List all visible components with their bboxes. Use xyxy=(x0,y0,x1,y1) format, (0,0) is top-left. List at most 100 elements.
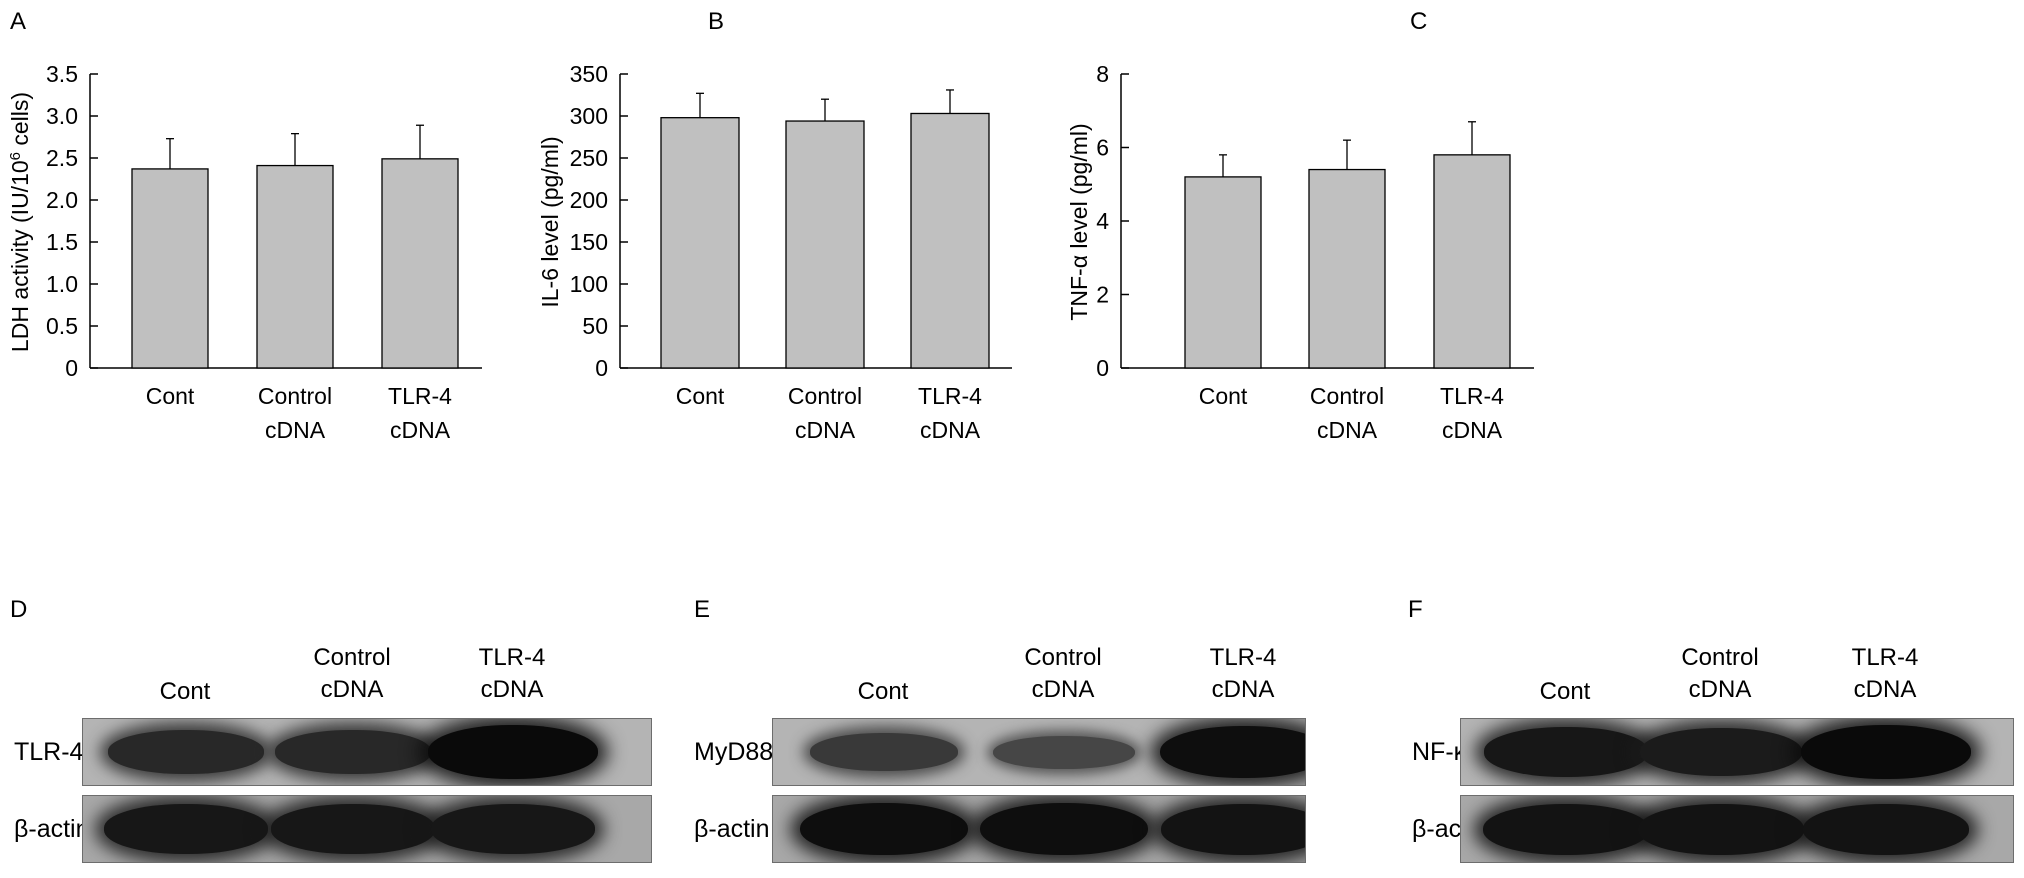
x-tick-label: Control xyxy=(788,383,862,409)
x-tick-label: Cont xyxy=(676,383,725,409)
y-tick-label: 50 xyxy=(582,313,608,339)
lane-label: TLR-4 cDNA xyxy=(1805,642,1965,706)
blot-row-label: β-actin xyxy=(14,815,90,843)
blot-band xyxy=(428,725,598,779)
lane-label-line: cDNA xyxy=(320,676,384,703)
blot-band xyxy=(993,735,1135,769)
plot-area: 0 0.5 1.0 1.5 2.0 2.5 3.0 3.5 Cont Control cDNA TLR… xyxy=(7,61,482,443)
y-tick-label: 0 xyxy=(65,355,78,381)
x-tick-label: cDNA xyxy=(265,417,326,443)
blot-strip xyxy=(1460,795,2014,863)
y-tick-label: 250 xyxy=(570,145,608,171)
lane-label-line: cDNA xyxy=(1688,676,1752,703)
y-axis-label: TNF-α level (pg/ml) xyxy=(1066,123,1092,320)
y-tick-label: 4 xyxy=(1096,208,1109,234)
y-tick-label: 2.0 xyxy=(46,187,78,213)
blot-band xyxy=(980,802,1148,856)
blot-strip xyxy=(1460,718,2014,786)
bar xyxy=(381,158,459,369)
bar xyxy=(256,164,334,369)
blot-row-label: MyD88 xyxy=(694,738,774,766)
lane-label-line: cDNA xyxy=(480,676,544,703)
y-axis-label: LDH activity (IU/106 cells) xyxy=(7,92,34,352)
panel-letter-b: B xyxy=(708,8,725,35)
x-tick-label: cDNA xyxy=(390,417,451,443)
lane-label-line: cDNA xyxy=(1853,676,1917,703)
blot-band xyxy=(1484,727,1648,777)
x-tick-label: cDNA xyxy=(920,417,981,443)
blot-band xyxy=(275,730,431,774)
blot-row-label: TLR-4 xyxy=(14,738,84,766)
lane-label: Control cDNA xyxy=(983,642,1143,706)
lane-label-line: Control xyxy=(1681,644,1759,671)
lane-label: Cont xyxy=(1485,676,1645,708)
y-tick-label: 1.0 xyxy=(46,271,78,297)
blot-strip xyxy=(82,718,652,786)
bar-chart-ldh: 0 0.5 1.0 1.5 2.0 2.5 3.0 3.5 Cont Control cDNA TLR… xyxy=(7,61,482,443)
blot-band xyxy=(1483,803,1649,855)
plot-area: 0 50 100 150 200 250 300 350 Cont Control cDNA TLR-… xyxy=(537,61,1012,443)
y-tick-label: 150 xyxy=(570,229,608,255)
panel-letter-f: F xyxy=(1408,596,1423,623)
y-tick-label: 1.5 xyxy=(46,229,78,255)
y-tick-label: 3.0 xyxy=(46,103,78,129)
lane-label-line: Cont xyxy=(159,678,211,705)
lane-label: TLR-4 cDNA xyxy=(1163,642,1323,706)
y-tick-label: 3.5 xyxy=(46,61,78,87)
blot-strip xyxy=(772,795,1306,863)
blot-band xyxy=(810,733,958,771)
blot-band xyxy=(431,804,595,854)
lane-label: TLR-4 cDNA xyxy=(432,642,592,706)
bar xyxy=(785,120,865,369)
bar xyxy=(1433,154,1511,369)
blot-band xyxy=(108,730,264,774)
blot-band xyxy=(800,802,968,856)
blot-band xyxy=(271,804,435,854)
lane-label-line: TLR-4 xyxy=(1851,644,1919,671)
x-tick-label: Control xyxy=(1310,383,1384,409)
lane-label-line: cDNA xyxy=(1211,676,1275,703)
x-tick-label: TLR-4 xyxy=(388,383,452,409)
x-tick-label: Cont xyxy=(1199,383,1248,409)
blot-strip xyxy=(82,795,652,863)
lane-label-line: TLR-4 xyxy=(1209,644,1277,671)
lane-label: Control cDNA xyxy=(1640,642,1800,706)
lane-label: Control cDNA xyxy=(272,642,432,706)
x-tick-label: Cont xyxy=(146,383,195,409)
bar xyxy=(1308,168,1386,369)
blot-strip xyxy=(772,718,1306,786)
x-tick-label: Control xyxy=(258,383,332,409)
bar xyxy=(131,168,209,369)
lane-label: Cont xyxy=(105,676,265,708)
panel-letter-a: A xyxy=(10,8,27,35)
y-tick-label: 2.5 xyxy=(46,145,78,171)
blot-band xyxy=(1640,728,1802,776)
x-tick-label: cDNA xyxy=(1442,417,1503,443)
x-tick-label: TLR-4 xyxy=(918,383,982,409)
blot-row-label: β-actin xyxy=(694,815,770,843)
lane-label-line: Cont xyxy=(857,678,909,705)
blot-band xyxy=(1160,725,1305,779)
y-tick-label: 0.5 xyxy=(46,313,78,339)
lane-label-line: Control xyxy=(1024,644,1102,671)
lane-label: Cont xyxy=(803,676,963,708)
plot-area: 0 2 4 6 8 Cont Control cDNA TLR-4 cDNA TNF-α level… xyxy=(1066,61,1534,443)
bar xyxy=(660,117,740,369)
lane-label-line: cDNA xyxy=(1031,676,1095,703)
y-axis-label: IL-6 level (pg/ml) xyxy=(537,136,563,307)
blot-band xyxy=(104,804,268,854)
panel-letter-e: E xyxy=(694,596,711,623)
bar xyxy=(1184,176,1262,369)
y-tick-label: 350 xyxy=(570,61,608,87)
blot-band xyxy=(1161,803,1305,855)
panel-letter-d: D xyxy=(10,596,28,623)
y-tick-label: 0 xyxy=(1096,355,1109,381)
bar-chart-tnf: 0 2 4 6 8 Cont Control cDNA TLR-4 cDNA TNF-α level… xyxy=(1066,61,1534,443)
blot-band xyxy=(1803,803,1969,855)
bar-chart-il6: 0 50 100 150 200 250 300 350 Cont Control cDNA TLR-… xyxy=(537,61,1012,443)
bar xyxy=(910,112,990,369)
blot-band xyxy=(1638,803,1804,855)
lane-label-line: Control xyxy=(313,644,391,671)
x-tick-label: cDNA xyxy=(795,417,856,443)
x-tick-label: cDNA xyxy=(1317,417,1378,443)
